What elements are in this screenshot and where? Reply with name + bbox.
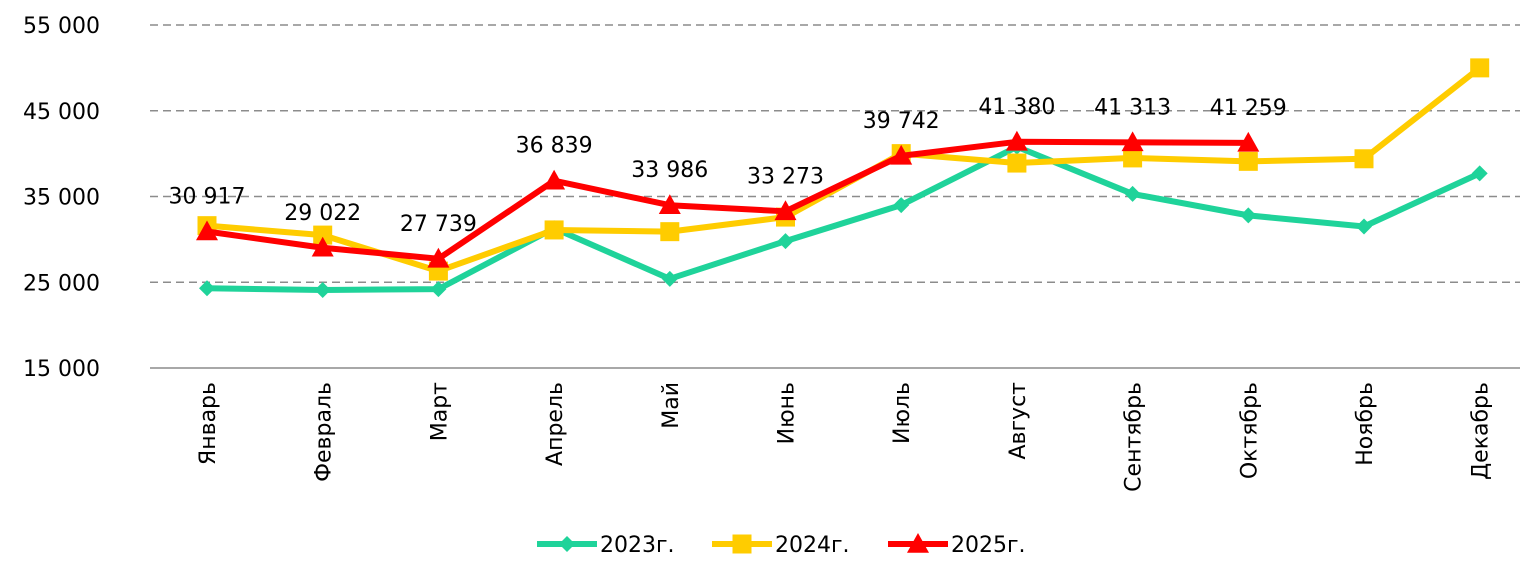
data-point bbox=[893, 197, 910, 214]
x-tick-label: Октябрь bbox=[1237, 382, 1262, 479]
data-point bbox=[1124, 185, 1141, 202]
data-point bbox=[1354, 149, 1374, 169]
legend-item: 2024г. bbox=[712, 533, 850, 558]
series-line bbox=[204, 138, 1252, 262]
legend-label: 2023г. bbox=[600, 533, 675, 558]
data-label: 27 739 bbox=[400, 212, 477, 237]
data-point bbox=[311, 236, 334, 257]
data-labels: 30 917 29 022 27 739 36 839 33 986 33 273 39 7… bbox=[169, 95, 1287, 237]
data-point bbox=[774, 200, 797, 221]
data-label: 33 986 bbox=[631, 158, 708, 183]
x-axis: Январь Февраль Март Апрель Май Июнь Июль Август… bbox=[150, 367, 1520, 492]
data-label: 33 273 bbox=[747, 164, 824, 189]
data-point bbox=[660, 222, 680, 242]
x-tick-label: Июнь bbox=[775, 382, 800, 444]
legend: 2023г. 2024г. 2025г. bbox=[537, 533, 1026, 558]
x-tick-label: Июль bbox=[890, 382, 915, 444]
legend-label: 2024г. bbox=[775, 533, 850, 558]
data-point bbox=[427, 247, 450, 268]
y-tick-label: 55 000 bbox=[23, 14, 100, 39]
data-label: 41 259 bbox=[1210, 96, 1287, 121]
x-tick-label: Март bbox=[427, 382, 452, 441]
x-tick-label: Апрель bbox=[543, 382, 568, 466]
x-tick-label: Декабрь bbox=[1469, 382, 1494, 480]
x-tick-label: Январь bbox=[196, 382, 221, 465]
series-group bbox=[196, 58, 1490, 298]
data-label: 29 022 bbox=[284, 201, 361, 226]
y-tick-label: 45 000 bbox=[23, 100, 100, 125]
data-point bbox=[661, 270, 678, 287]
data-point bbox=[559, 536, 575, 552]
y-tick-label: 25 000 bbox=[23, 271, 100, 296]
data-point bbox=[313, 225, 333, 245]
series-2025г. bbox=[196, 130, 1260, 268]
data-point bbox=[907, 533, 929, 553]
data-point bbox=[430, 281, 447, 298]
y-tick-label: 35 000 bbox=[23, 186, 100, 211]
data-point bbox=[1471, 165, 1488, 182]
x-tick-label: Май bbox=[659, 382, 684, 429]
y-tick-label: 15 000 bbox=[23, 357, 100, 382]
series-line bbox=[204, 64, 1483, 275]
x-tick-label: Август bbox=[1006, 382, 1031, 460]
data-point bbox=[890, 144, 913, 165]
data-point bbox=[196, 220, 218, 241]
data-point bbox=[1005, 130, 1028, 151]
data-point bbox=[199, 280, 215, 297]
series-2024г. bbox=[197, 58, 1490, 281]
x-tick-label: Ноябрь bbox=[1353, 382, 1378, 466]
data-point bbox=[1240, 207, 1257, 224]
legend-item: 2023г. bbox=[537, 533, 675, 558]
y-axis: 15 000 25 000 35 000 45 000 55 000 bbox=[23, 14, 100, 382]
data-point bbox=[314, 281, 331, 298]
data-label: 30 917 bbox=[169, 185, 246, 210]
data-point bbox=[1238, 151, 1258, 171]
legend-label: 2025г. bbox=[951, 533, 1026, 558]
data-point bbox=[1470, 58, 1490, 78]
data-point bbox=[1237, 131, 1260, 152]
data-point bbox=[544, 220, 564, 240]
data-point bbox=[732, 534, 752, 554]
data-point bbox=[1121, 131, 1144, 152]
data-point bbox=[1123, 148, 1143, 168]
data-point bbox=[658, 194, 681, 214]
series-2023г. bbox=[199, 138, 1488, 298]
x-tick-label: Сентябрь bbox=[1122, 382, 1147, 492]
data-point bbox=[1356, 218, 1372, 235]
data-point bbox=[1007, 153, 1027, 173]
data-label: 41 313 bbox=[1094, 95, 1171, 120]
data-label: 41 380 bbox=[978, 95, 1055, 120]
data-label: 36 839 bbox=[516, 134, 593, 159]
x-tick-label: Февраль bbox=[312, 382, 337, 482]
data-point bbox=[543, 169, 566, 190]
data-point bbox=[777, 233, 794, 250]
gridlines bbox=[150, 24, 1520, 283]
legend-item: 2025г. bbox=[888, 533, 1026, 558]
series-line bbox=[204, 143, 1483, 293]
data-label: 39 742 bbox=[863, 109, 940, 134]
